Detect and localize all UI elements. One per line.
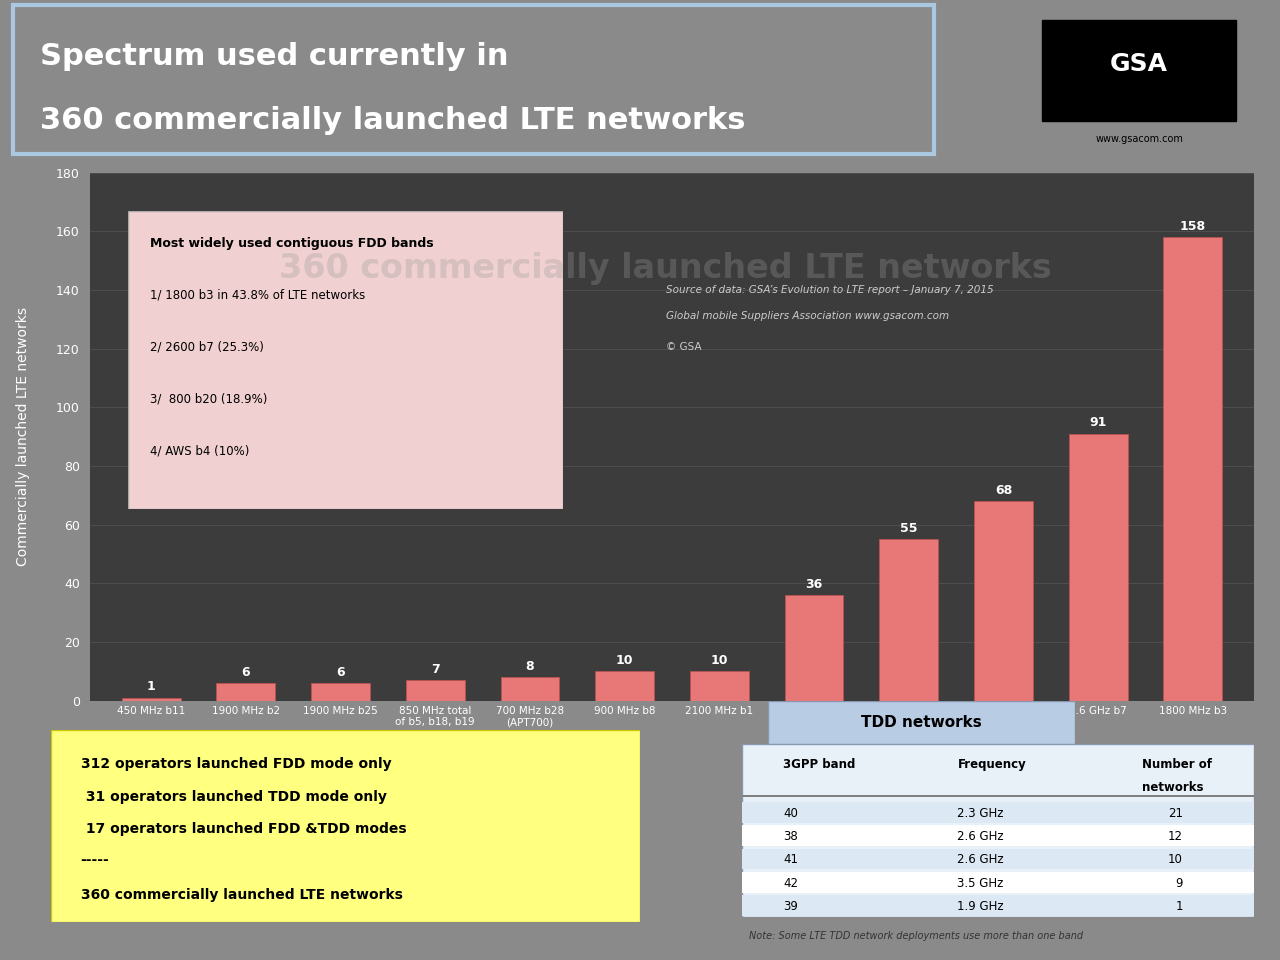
Text: 2.3 GHz: 2.3 GHz xyxy=(957,806,1004,820)
Bar xyxy=(785,595,844,701)
Text: Spectrum used currently in: Spectrum used currently in xyxy=(41,42,509,71)
FancyBboxPatch shape xyxy=(742,744,1254,917)
FancyBboxPatch shape xyxy=(742,826,1254,846)
Text: 2/ 2600 b7 (25.3%): 2/ 2600 b7 (25.3%) xyxy=(150,340,264,353)
Text: networks: networks xyxy=(1142,780,1203,794)
Text: 2.6 GHz: 2.6 GHz xyxy=(957,830,1004,843)
Text: 40: 40 xyxy=(783,806,799,820)
Bar xyxy=(879,540,938,701)
Text: 7: 7 xyxy=(431,662,439,676)
Text: 31 operators launched TDD mode only: 31 operators launched TDD mode only xyxy=(81,790,387,804)
Bar xyxy=(500,678,559,701)
Text: 12: 12 xyxy=(1167,830,1183,843)
Text: 21: 21 xyxy=(1167,806,1183,820)
FancyBboxPatch shape xyxy=(1042,19,1236,121)
Text: 8: 8 xyxy=(526,660,534,673)
FancyBboxPatch shape xyxy=(742,802,1254,823)
Text: 1.9 GHz: 1.9 GHz xyxy=(957,900,1004,913)
Text: 41: 41 xyxy=(783,853,799,866)
FancyBboxPatch shape xyxy=(51,730,640,922)
Bar xyxy=(1164,237,1222,701)
Text: GSA: GSA xyxy=(1110,52,1169,76)
Text: © GSA: © GSA xyxy=(666,343,701,352)
Text: 360 commercially launched LTE networks: 360 commercially launched LTE networks xyxy=(41,107,746,135)
Text: 10: 10 xyxy=(616,654,634,667)
Bar xyxy=(311,684,370,701)
Text: Note: Some LTE TDD network deployments use more than one band: Note: Some LTE TDD network deployments u… xyxy=(749,931,1083,941)
FancyBboxPatch shape xyxy=(128,211,563,509)
Text: 6: 6 xyxy=(337,666,344,679)
Text: 68: 68 xyxy=(995,484,1012,497)
FancyBboxPatch shape xyxy=(742,895,1254,916)
Text: Commercially launched LTE networks: Commercially launched LTE networks xyxy=(17,307,29,566)
Bar xyxy=(690,671,749,701)
Text: 1: 1 xyxy=(147,681,156,693)
Text: 10: 10 xyxy=(1167,853,1183,866)
Text: www.gsacom.com: www.gsacom.com xyxy=(1096,133,1183,144)
Text: -----: ----- xyxy=(81,853,109,867)
Bar xyxy=(406,681,465,701)
Text: 6: 6 xyxy=(242,666,250,679)
Text: 2.6 GHz: 2.6 GHz xyxy=(957,853,1004,866)
Text: 38: 38 xyxy=(783,830,799,843)
Bar xyxy=(1069,434,1128,701)
Text: 4/ AWS b4 (10%): 4/ AWS b4 (10%) xyxy=(150,444,250,457)
Text: 1/ 1800 b3 in 43.8% of LTE networks: 1/ 1800 b3 in 43.8% of LTE networks xyxy=(150,288,365,301)
Text: 3/  800 b20 (18.9%): 3/ 800 b20 (18.9%) xyxy=(150,393,268,405)
Text: Number of: Number of xyxy=(1142,758,1212,771)
Text: 17 operators launched FDD &TDD modes: 17 operators launched FDD &TDD modes xyxy=(81,823,406,836)
Text: 39: 39 xyxy=(783,900,799,913)
Text: 91: 91 xyxy=(1089,417,1107,429)
Text: 10: 10 xyxy=(710,654,728,667)
Bar xyxy=(216,684,275,701)
FancyBboxPatch shape xyxy=(768,701,1075,744)
Text: Most widely used contiguous FDD bands: Most widely used contiguous FDD bands xyxy=(150,237,434,251)
Text: Source of data: GSA’s Evolution to LTE report – January 7, 2015: Source of data: GSA’s Evolution to LTE r… xyxy=(666,285,993,295)
Text: 1: 1 xyxy=(1175,900,1183,913)
Bar xyxy=(122,698,180,701)
Text: 3.5 GHz: 3.5 GHz xyxy=(957,876,1004,890)
Text: 360 commercially launched LTE networks: 360 commercially launched LTE networks xyxy=(279,252,1052,285)
FancyBboxPatch shape xyxy=(742,849,1254,870)
FancyBboxPatch shape xyxy=(742,872,1254,893)
Bar xyxy=(974,501,1033,701)
Text: Frequency: Frequency xyxy=(957,758,1027,771)
Text: Global mobile Suppliers Association www.gsacom.com: Global mobile Suppliers Association www.… xyxy=(666,311,948,321)
Text: 312 operators launched FDD mode only: 312 operators launched FDD mode only xyxy=(81,757,392,771)
Text: 3GPP band: 3GPP band xyxy=(783,758,856,771)
Text: TDD networks: TDD networks xyxy=(861,715,982,730)
Text: 42: 42 xyxy=(783,876,799,890)
Text: 9: 9 xyxy=(1175,876,1183,890)
Bar xyxy=(595,671,654,701)
Text: 55: 55 xyxy=(900,522,918,535)
Text: 158: 158 xyxy=(1180,220,1206,233)
Text: 36: 36 xyxy=(805,578,823,590)
FancyBboxPatch shape xyxy=(742,795,1254,797)
Text: 360 commercially launched LTE networks: 360 commercially launched LTE networks xyxy=(81,888,402,901)
